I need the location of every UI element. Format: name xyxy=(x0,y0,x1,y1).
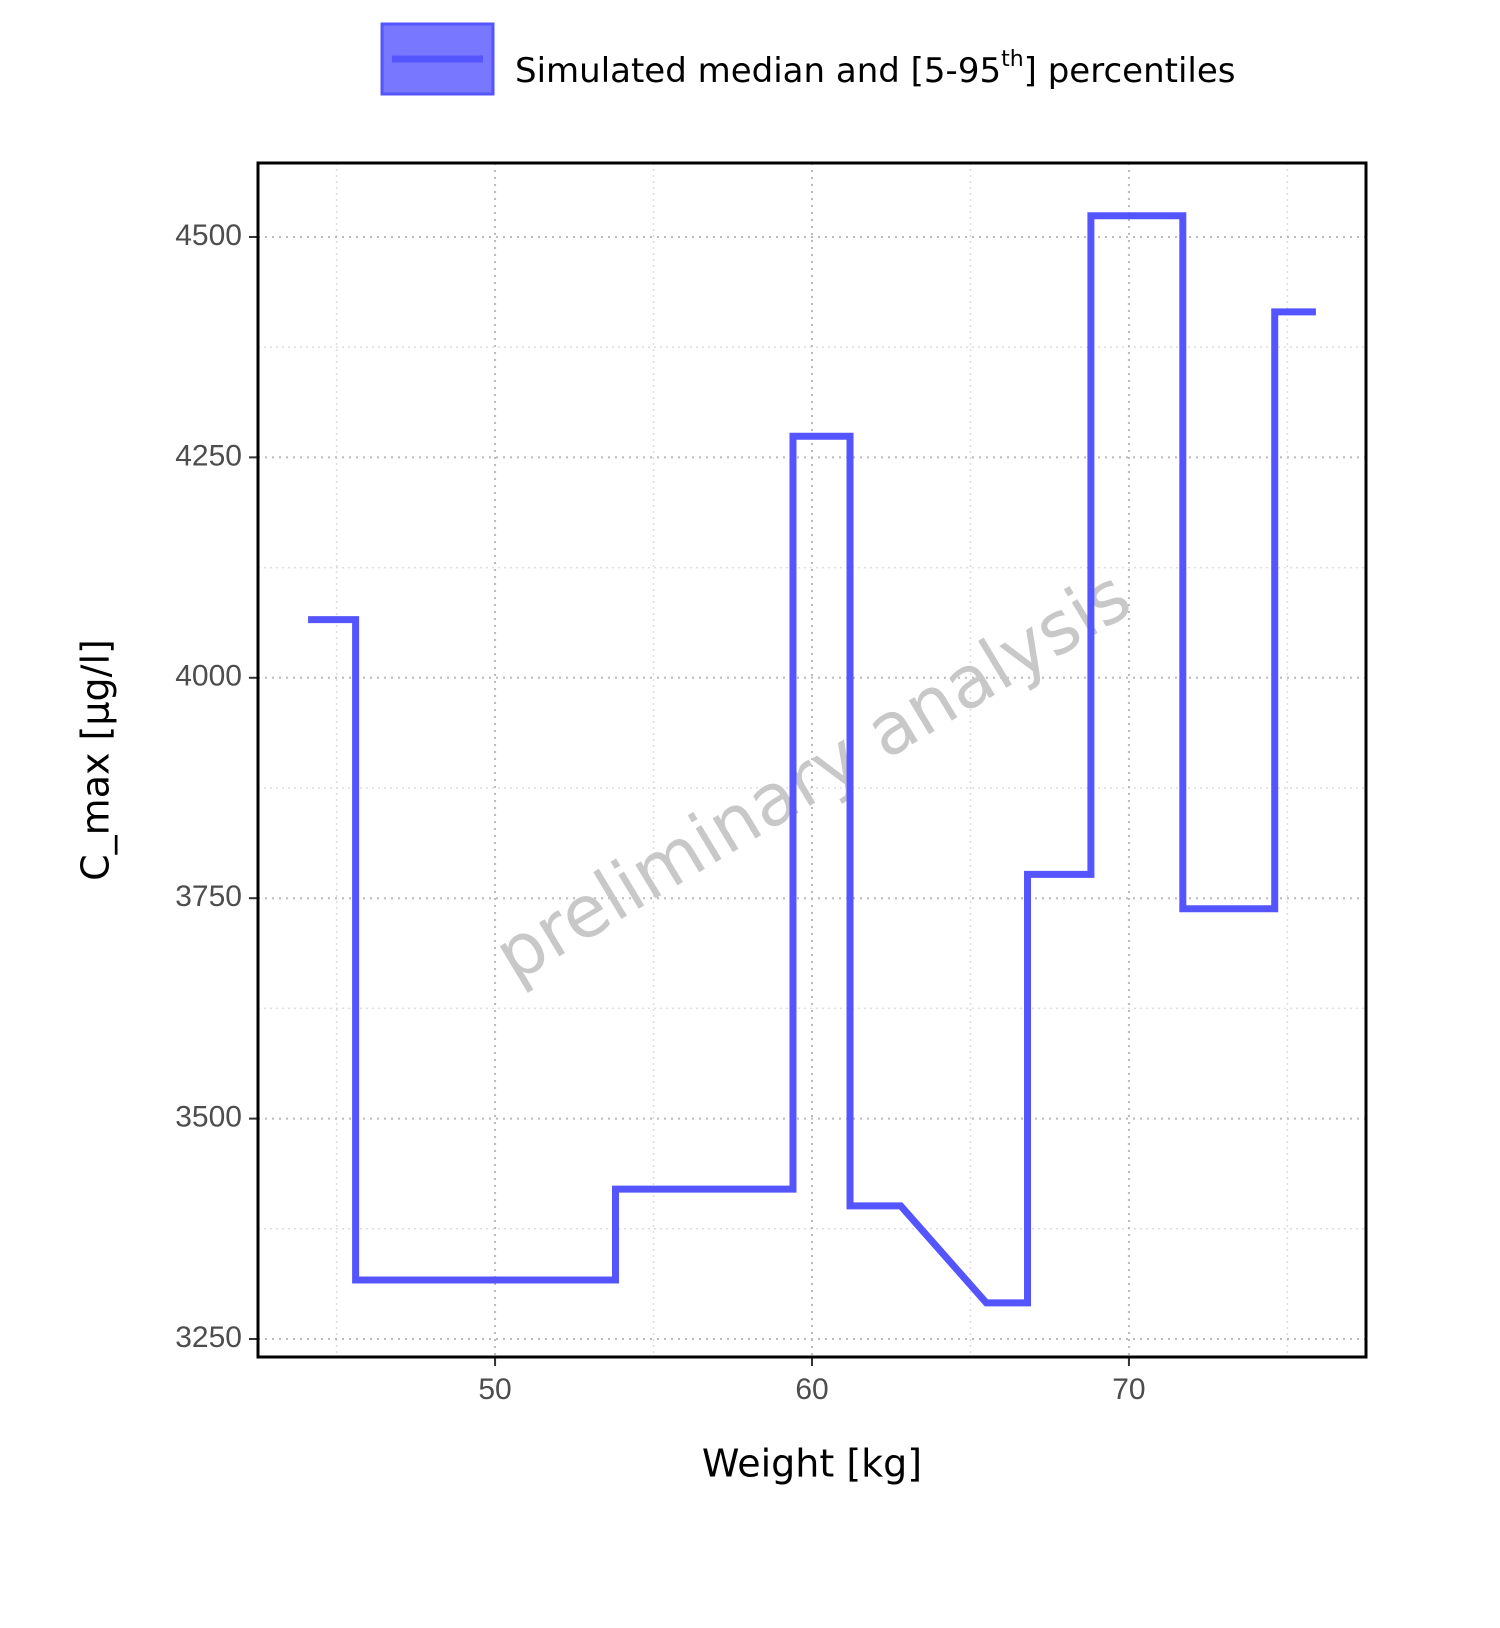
y-tick-label: 4500 xyxy=(175,219,242,252)
plot-border xyxy=(256,161,1368,1359)
series-line xyxy=(308,212,1316,1307)
legend-text: ] percentiles xyxy=(1024,51,1236,91)
x-axis-label: Weight [kg] xyxy=(702,1442,922,1486)
x-tick-label: 60 xyxy=(795,1373,828,1406)
y-tick-label: 4000 xyxy=(175,660,242,693)
legend-text: Simulated median and [5-95 xyxy=(515,51,1001,91)
y-tick-label: 3750 xyxy=(175,880,242,913)
x-tick-label: 70 xyxy=(1112,1373,1145,1406)
legend-superscript: th xyxy=(1001,47,1024,72)
legend-label: Simulated median and [5-95th] percentile… xyxy=(515,47,1235,91)
y-tick-label: 4250 xyxy=(175,439,242,472)
y-tick-label: 3250 xyxy=(175,1321,242,1354)
y-tick-label: 3500 xyxy=(175,1101,242,1134)
x-tick-label: 50 xyxy=(478,1373,511,1406)
y-axis-label: C_max [µg/l] xyxy=(74,639,118,881)
